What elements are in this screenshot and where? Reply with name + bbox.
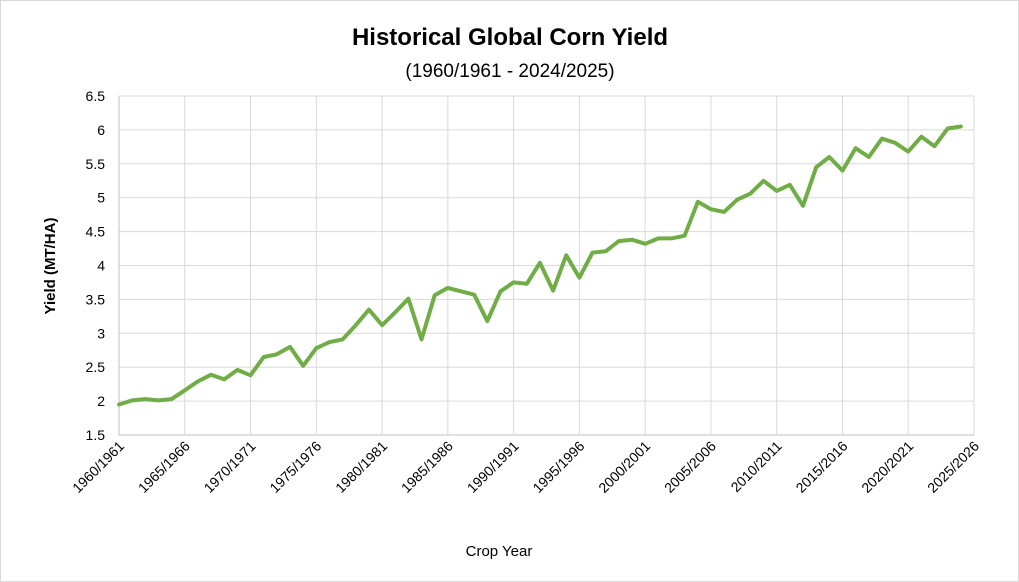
x-axis-ticks: 1960/1961 1965/1966 1970/1971 1975/1976 1980… [69, 438, 982, 496]
y-axis-title: Yield (MT/HA) [42, 218, 59, 315]
y-tick-label: 6 [97, 122, 105, 138]
x-tick-label: 2010/2011 [727, 438, 785, 496]
x-tick-label: 1960/1961 [69, 438, 127, 496]
x-tick-label: 1980/1981 [332, 438, 390, 496]
y-tick-label: 3 [97, 325, 105, 341]
x-tick-label: 2025/2026 [924, 438, 982, 496]
y-axis-ticks: 1.5 2 2.5 3 3.5 4 4.5 5 5.5 6 6.5 [86, 88, 106, 443]
y-tick-label: 2 [97, 393, 105, 409]
y-tick-label: 4.5 [86, 224, 106, 240]
y-tick-label: 5 [97, 190, 105, 206]
x-tick-label: 1975/1976 [266, 438, 324, 496]
chart-subtitle: (1960/1961 - 2024/2025) [405, 61, 614, 82]
chart-title: Historical Global Corn Yield [352, 24, 668, 51]
series-layer [117, 124, 963, 407]
x-tick-label: 1995/1996 [529, 438, 587, 496]
x-tick-label: 2020/2021 [858, 438, 916, 496]
series-line-corn-yield [117, 124, 963, 407]
x-tick-label: 1990/1991 [464, 438, 522, 496]
y-tick-label: 3.5 [86, 291, 106, 307]
y-tick-label: 2.5 [86, 359, 106, 375]
x-tick-label: 1985/1986 [398, 438, 456, 496]
x-tick-label: 2015/2016 [792, 438, 850, 496]
y-tick-label: 1.5 [86, 427, 106, 443]
y-tick-label: 4 [97, 258, 105, 274]
y-tick-label: 6.5 [86, 88, 106, 104]
gridlines [118, 95, 975, 436]
y-tick-label: 5.5 [86, 156, 106, 172]
x-tick-label: 1965/1966 [135, 438, 193, 496]
x-axis-title: Crop Year [466, 543, 533, 560]
x-tick-label: 1970/1971 [201, 438, 259, 496]
x-tick-label: 2000/2001 [595, 438, 653, 496]
x-tick-label: 2005/2006 [661, 438, 719, 496]
